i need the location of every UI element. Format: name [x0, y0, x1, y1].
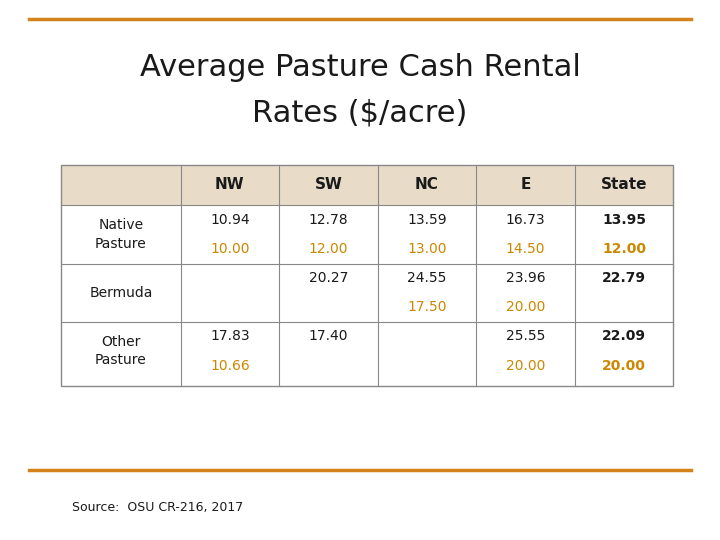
- Text: 16.73: 16.73: [505, 213, 545, 227]
- Text: 20.27: 20.27: [309, 271, 348, 285]
- Text: 23.96: 23.96: [505, 271, 545, 285]
- Bar: [61, 165, 673, 386]
- Text: Rates ($/acre): Rates ($/acre): [252, 99, 468, 128]
- Text: State: State: [600, 178, 647, 192]
- Text: 22.79: 22.79: [602, 271, 646, 285]
- Text: Other
Pasture: Other Pasture: [95, 335, 147, 367]
- Text: 14.50: 14.50: [505, 242, 545, 256]
- Bar: [61, 264, 673, 322]
- Text: 22.09: 22.09: [602, 329, 646, 343]
- Text: 10.94: 10.94: [210, 213, 250, 227]
- Bar: [61, 205, 673, 264]
- Text: 25.55: 25.55: [505, 329, 545, 343]
- Text: 10.00: 10.00: [210, 242, 250, 256]
- Text: 20.00: 20.00: [505, 359, 545, 373]
- Text: 12.00: 12.00: [309, 242, 348, 256]
- Text: 13.95: 13.95: [602, 213, 646, 227]
- Text: 17.50: 17.50: [407, 300, 446, 314]
- Text: E: E: [521, 178, 531, 192]
- Text: 13.59: 13.59: [407, 213, 446, 227]
- Text: NC: NC: [415, 178, 439, 192]
- Bar: [61, 322, 673, 380]
- Text: 12.00: 12.00: [602, 242, 646, 256]
- Text: SW: SW: [315, 178, 342, 192]
- Bar: [61, 165, 673, 205]
- Text: 17.40: 17.40: [309, 329, 348, 343]
- Text: 20.00: 20.00: [602, 359, 646, 373]
- Text: Bermuda: Bermuda: [89, 286, 153, 300]
- Text: 20.00: 20.00: [505, 300, 545, 314]
- Text: 13.00: 13.00: [407, 242, 446, 256]
- Text: NW: NW: [215, 178, 245, 192]
- Text: 17.83: 17.83: [210, 329, 250, 343]
- Text: Source:  OSU CR-216, 2017: Source: OSU CR-216, 2017: [72, 501, 243, 514]
- Text: 12.78: 12.78: [309, 213, 348, 227]
- Text: 10.66: 10.66: [210, 359, 250, 373]
- Text: Average Pasture Cash Rental: Average Pasture Cash Rental: [140, 53, 580, 82]
- Text: 24.55: 24.55: [408, 271, 446, 285]
- Text: Native
Pasture: Native Pasture: [95, 218, 147, 251]
